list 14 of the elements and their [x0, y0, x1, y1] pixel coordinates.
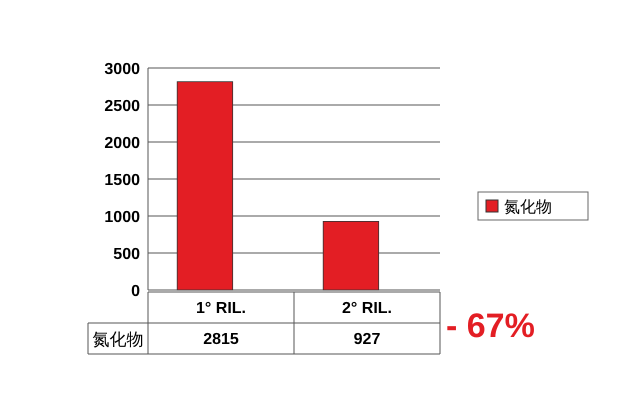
x-tick-label: 2° RIL.: [342, 300, 392, 317]
y-tick-label: 500: [113, 246, 140, 263]
y-tick-label: 2500: [104, 98, 140, 115]
y-tick-label: 1000: [104, 209, 140, 226]
x-tick-label: 1° RIL.: [196, 300, 246, 317]
text: 氮化物: [92, 330, 144, 349]
text: - 67%: [446, 307, 535, 345]
data-label: 927: [354, 331, 380, 348]
legend-label: 氮化物: [504, 199, 552, 216]
y-tick-label: 1500: [104, 172, 140, 189]
y-tick-label: 0: [131, 283, 140, 300]
y-tick-label: 3000: [104, 61, 140, 78]
data-label: 2815: [203, 331, 239, 348]
y-tick-label: 2000: [104, 135, 140, 152]
